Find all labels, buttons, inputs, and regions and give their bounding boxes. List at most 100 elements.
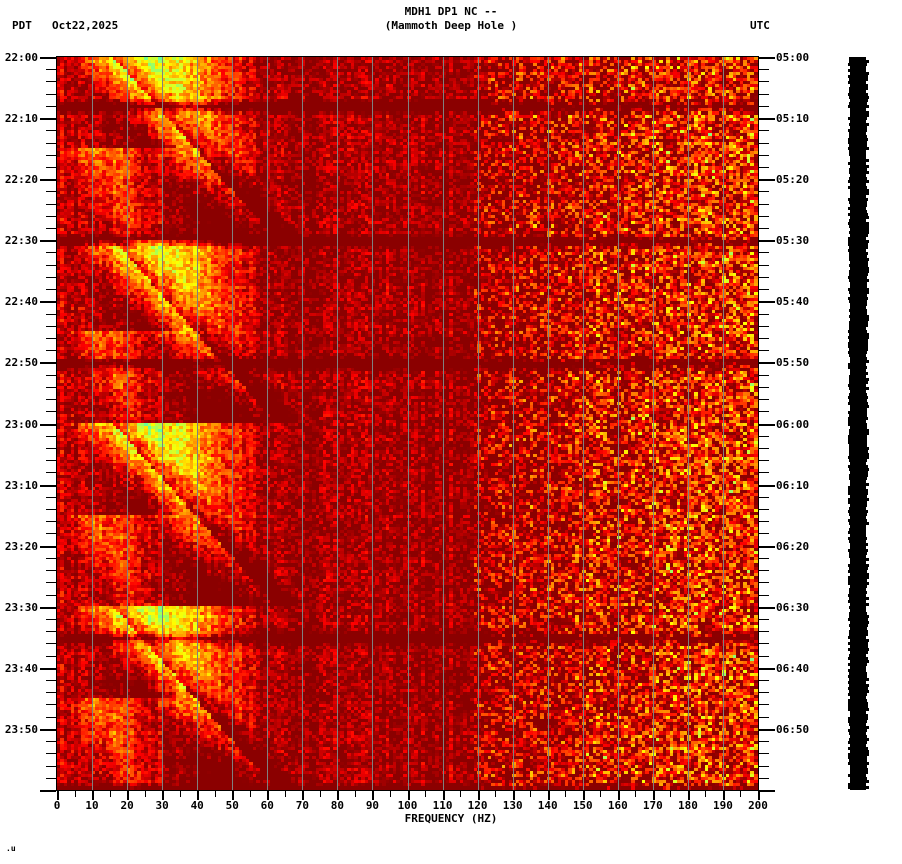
y-tick-r-26 <box>759 216 769 217</box>
y-tick-r-106 <box>759 704 769 705</box>
y-tick-r-6 <box>759 94 769 95</box>
y-tick-r-4 <box>759 81 769 82</box>
y-tick-l-92 <box>46 619 56 620</box>
x-tick-165 <box>635 791 636 797</box>
y-tick-l-40 <box>40 301 56 303</box>
y-right-label-10: 06:40 <box>776 661 810 675</box>
x-tick-label-20: 20 <box>120 799 134 812</box>
y-tick-l-108 <box>46 717 56 718</box>
y-tick-r-68 <box>759 472 769 473</box>
y-tick-l-96 <box>46 643 56 644</box>
y-left-label-3: 22:30 <box>4 234 38 248</box>
y-tick-l-82 <box>46 558 56 559</box>
y-right-label-5: 05:50 <box>776 356 810 370</box>
spectrogram-plot[interactable] <box>57 57 758 790</box>
y-tick-l-114 <box>46 753 56 754</box>
x-tick-65 <box>285 791 286 797</box>
y-tick-r-16 <box>759 155 769 156</box>
x-tick-55 <box>250 791 251 797</box>
x-tick-label-150: 150 <box>572 799 593 812</box>
y-tick-r-102 <box>759 680 769 681</box>
x-tick-120 <box>478 791 480 800</box>
y-tick-l-2 <box>46 69 56 70</box>
y-right-label-2: 05:20 <box>776 173 810 187</box>
y-tick-l-46 <box>46 338 56 339</box>
y-tick-r-66 <box>759 460 769 461</box>
x-tick-130 <box>513 791 515 800</box>
y-tick-r-24 <box>759 204 769 205</box>
x-tick-60 <box>267 791 269 800</box>
y-tick-l-48 <box>46 350 56 351</box>
y-tick-r-112 <box>759 741 769 742</box>
x-tick-190 <box>723 791 725 800</box>
x-tick-85 <box>355 791 356 797</box>
x-axis-title: FREQUENCY (HZ) <box>404 812 498 825</box>
x-tick-label-0: 0 <box>53 799 61 812</box>
x-tick-110 <box>443 791 445 800</box>
y-tick-l-94 <box>46 631 56 632</box>
spectrogram-canvas[interactable] <box>57 57 758 790</box>
time-axis-right <box>758 57 759 790</box>
y-tick-r-118 <box>759 778 769 779</box>
y-right-label-3: 05:30 <box>776 234 810 248</box>
y-tick-r-10 <box>759 118 775 120</box>
y-tick-l-16 <box>46 155 56 156</box>
y-tick-r-18 <box>759 167 769 168</box>
y-tick-l-38 <box>46 289 56 290</box>
x-tick-170 <box>653 791 655 800</box>
y-tick-l-8 <box>46 106 56 107</box>
x-tick-label-110: 110 <box>432 799 453 812</box>
y-right-label-9: 06:30 <box>776 600 810 614</box>
y-tick-l-80 <box>40 546 56 548</box>
y-tick-r-104 <box>759 692 769 693</box>
y-tick-l-68 <box>46 472 56 473</box>
x-tick-95 <box>390 791 391 797</box>
x-tick-70 <box>302 791 304 800</box>
y-tick-l-102 <box>46 680 56 681</box>
plot-bottom-border <box>56 790 759 791</box>
y-tick-l-10 <box>40 118 56 120</box>
y-tick-r-120 <box>759 790 775 792</box>
y-tick-l-58 <box>46 411 56 412</box>
y-left-label-11: 23:50 <box>4 722 38 736</box>
x-tick-155 <box>600 791 601 797</box>
y-tick-r-8 <box>759 106 769 107</box>
x-tick-100 <box>408 791 410 800</box>
date-label: Oct22,2025 <box>52 19 119 32</box>
y-tick-r-64 <box>759 448 769 449</box>
x-tick-label-130: 130 <box>502 799 523 812</box>
y-right-label-11: 06:50 <box>776 722 810 736</box>
y-left-label-0: 22:00 <box>4 51 38 64</box>
y-right-label-1: 05:10 <box>776 112 810 126</box>
left-timezone-label: PDT <box>12 19 32 32</box>
x-tick-145 <box>565 791 566 797</box>
y-left-label-8: 23:20 <box>4 539 38 553</box>
x-tick-label-180: 180 <box>677 799 698 812</box>
x-tick-125 <box>495 791 496 797</box>
x-tick-75 <box>320 791 321 797</box>
y-tick-l-88 <box>46 595 56 596</box>
x-tick-label-40: 40 <box>190 799 204 812</box>
y-tick-r-44 <box>759 326 769 327</box>
y-tick-l-86 <box>46 582 56 583</box>
x-tick-label-60: 60 <box>260 799 274 812</box>
y-left-label-6: 23:00 <box>4 417 38 431</box>
y-tick-l-56 <box>46 399 56 400</box>
x-tick-135 <box>530 791 531 797</box>
y-right-label-7: 06:10 <box>776 478 810 492</box>
x-tick-175 <box>670 791 671 797</box>
y-tick-r-76 <box>759 521 769 522</box>
y-tick-r-62 <box>759 436 769 437</box>
y-left-label-7: 23:10 <box>4 478 38 492</box>
y-tick-r-110 <box>759 729 775 731</box>
plot-top-border <box>56 56 759 57</box>
x-tick-35 <box>180 791 181 797</box>
y-tick-l-30 <box>40 240 56 242</box>
x-tick-40 <box>197 791 199 800</box>
station-title-line1: MDH1 DP1 NC -- <box>404 5 498 18</box>
y-tick-l-50 <box>40 362 56 364</box>
y-tick-l-32 <box>46 252 56 253</box>
y-tick-r-20 <box>759 179 775 181</box>
x-tick-150 <box>583 791 585 800</box>
y-left-label-5: 22:50 <box>4 356 38 370</box>
